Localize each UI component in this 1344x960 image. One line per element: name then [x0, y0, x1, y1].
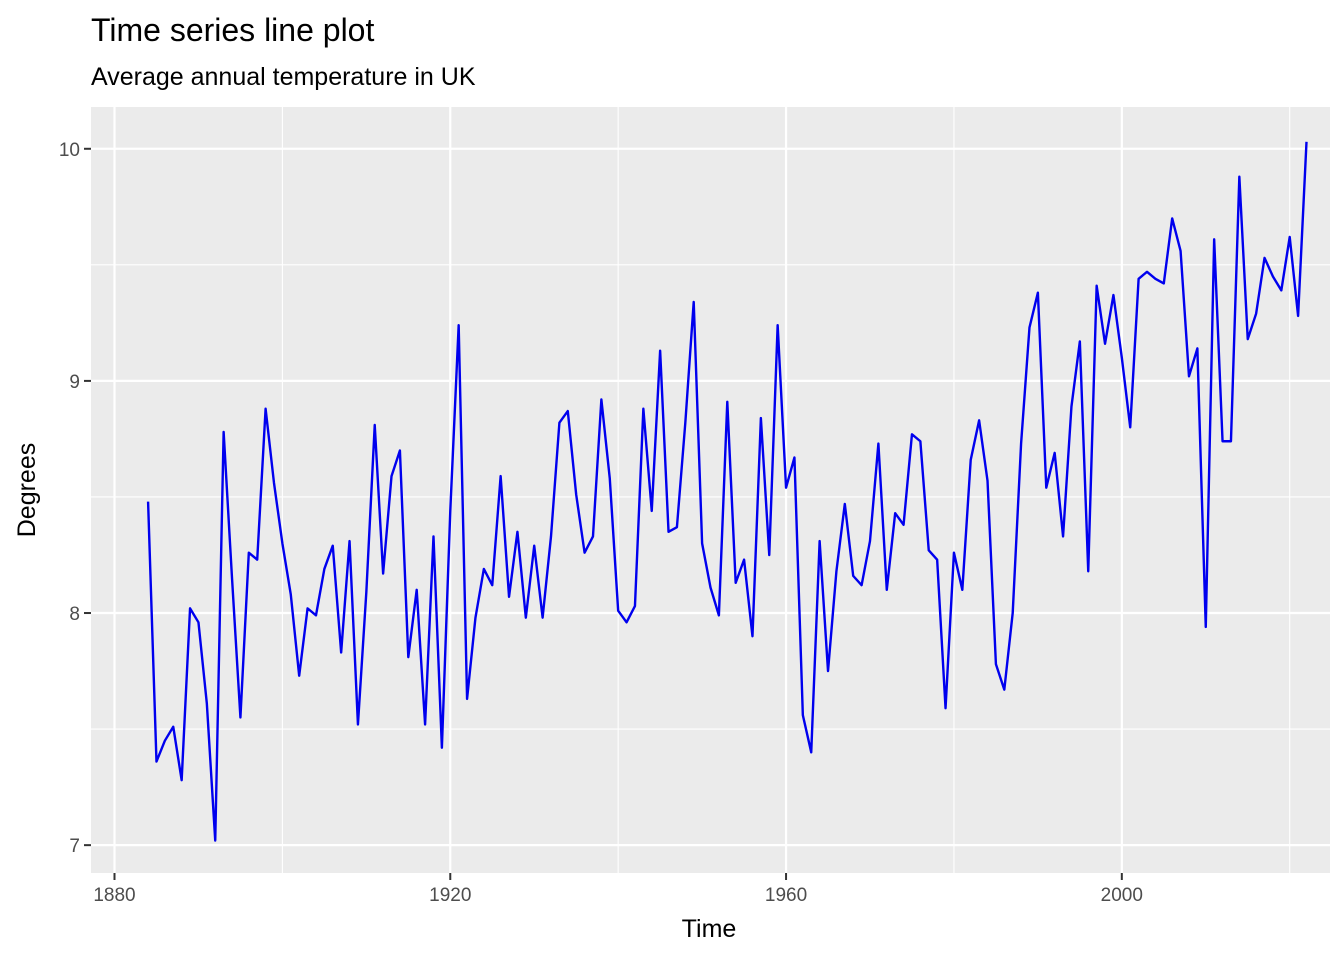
chart-title: Time series line plot: [91, 12, 374, 48]
y-tick-label: 7: [69, 836, 80, 857]
axis-ticks: [84, 147, 1123, 880]
minor-gridlines: [91, 107, 1330, 873]
temperature-series-line: [146, 141, 1308, 842]
y-tick-label: 10: [59, 140, 80, 161]
x-axis-tick-labels: 1880 1920 1960 2000: [93, 885, 1143, 906]
plot-panel: [91, 107, 1330, 873]
y-tick-label: 9: [69, 372, 80, 393]
y-tick-label: 8: [69, 604, 80, 625]
x-tick-label: 1880: [93, 885, 135, 906]
chart-subtitle: Average annual temperature in UK: [91, 63, 476, 91]
y-axis-tick-labels: 7 8 9 10: [59, 140, 80, 857]
x-tick-label: 2000: [1101, 885, 1143, 906]
y-axis-label: Degrees: [13, 443, 41, 538]
x-tick-label: 1960: [765, 885, 807, 906]
x-tick-label: 1920: [429, 885, 471, 906]
x-axis-label: Time: [682, 915, 737, 943]
